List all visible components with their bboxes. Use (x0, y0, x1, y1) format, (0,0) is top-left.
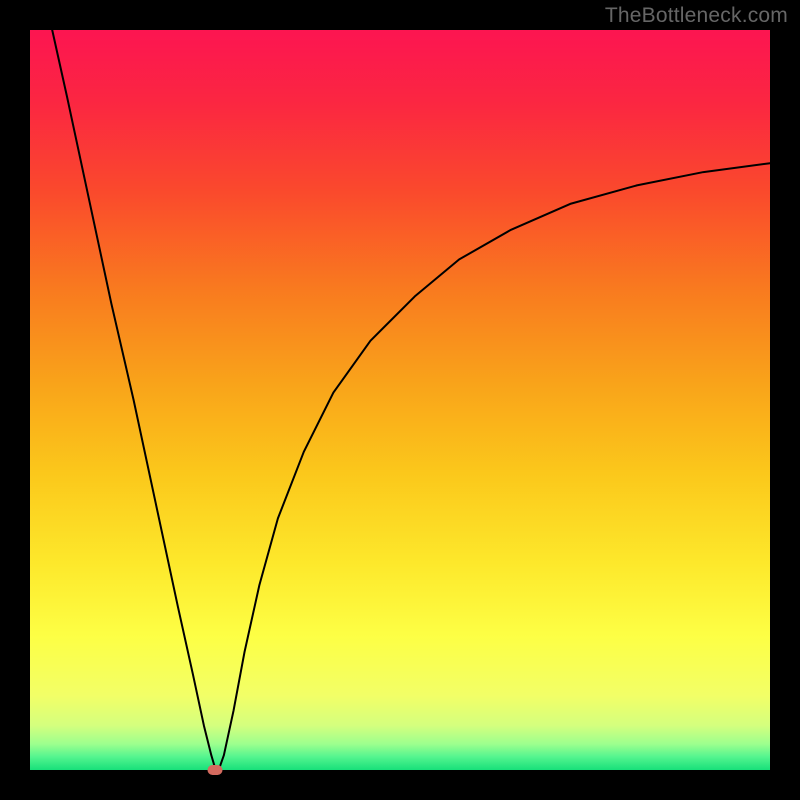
plot-background (30, 30, 770, 770)
optimal-marker (208, 765, 223, 775)
watermark-label: TheBottleneck.com (605, 4, 788, 28)
chart-container: TheBottleneck.com (0, 0, 800, 800)
chart-svg (0, 0, 800, 800)
